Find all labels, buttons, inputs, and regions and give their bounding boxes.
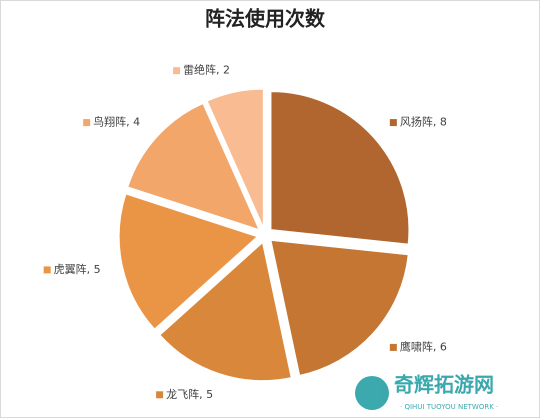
data-label: 虎翼阵, 5 <box>54 262 101 276</box>
watermark-logo <box>355 376 389 410</box>
data-label: 雷绝阵, 2 <box>183 63 230 77</box>
data-label: 鸟翔阵, 4 <box>93 115 140 129</box>
label-marker <box>83 119 91 127</box>
pie-slice <box>270 91 410 245</box>
data-label: 风扬阵, 8 <box>400 115 447 129</box>
data-label: 龙飞阵, 5 <box>166 387 213 401</box>
pie-slice <box>159 241 292 382</box>
label-marker <box>156 391 164 399</box>
label-marker <box>173 67 181 75</box>
pie-slice <box>206 88 264 228</box>
label-marker <box>43 266 51 274</box>
chart-title: 阵法使用次数 <box>205 7 326 31</box>
pie-slice <box>270 239 409 376</box>
watermark-text: 奇辉拓游网 <box>394 373 494 397</box>
data-label: 鹰啸阵, 6 <box>400 339 447 353</box>
label-marker <box>389 343 397 351</box>
watermark-subtitle: · QIHUI TUOYOU NETWORK · <box>400 403 498 411</box>
pie-slice <box>118 193 259 330</box>
label-marker <box>389 119 397 127</box>
watermark: 奇辉拓游网 · QIHUI TUOYOU NETWORK · <box>355 373 498 411</box>
pie-slice <box>127 102 260 231</box>
